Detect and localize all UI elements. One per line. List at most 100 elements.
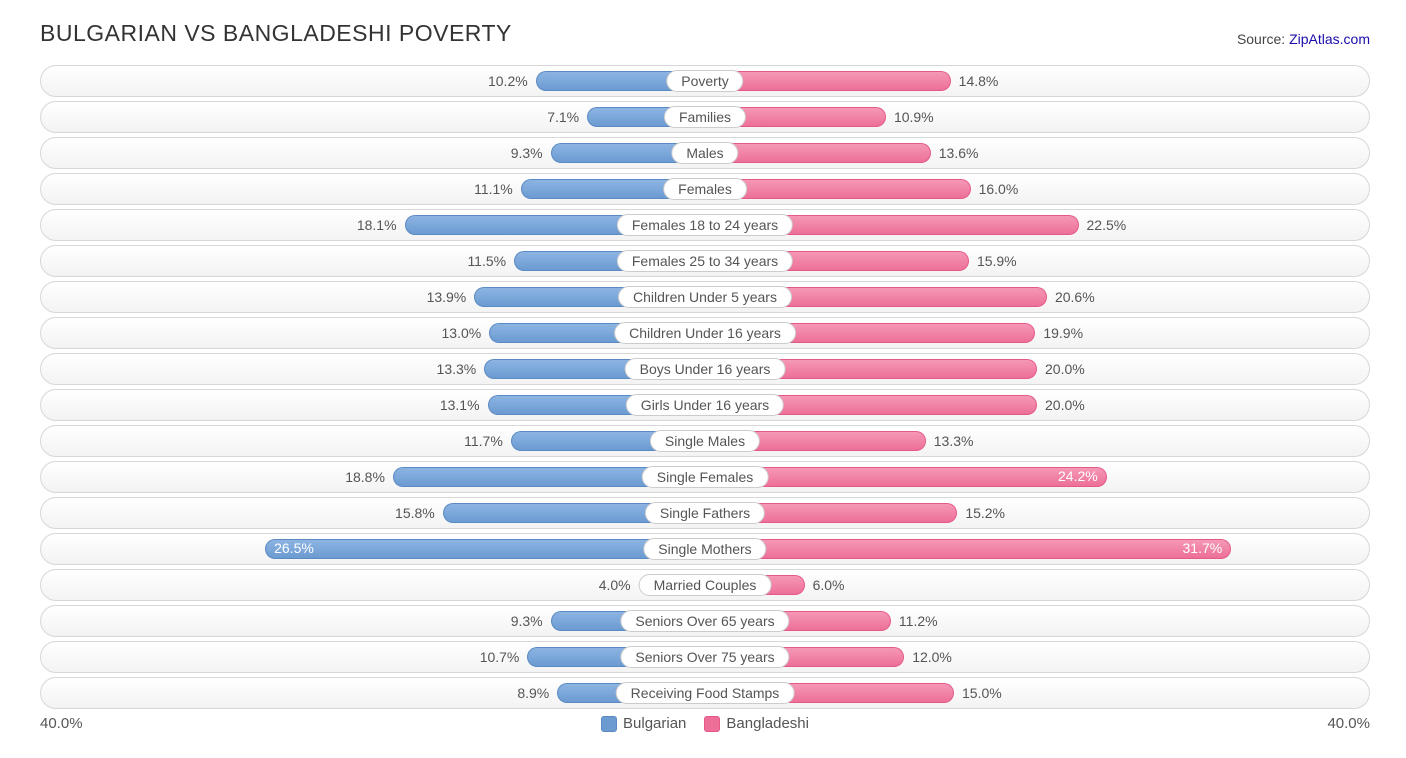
right-half: 6.0% [705,570,1369,600]
source-label: Source: ZipAtlas.com [1237,31,1370,47]
right-half: 20.0% [705,354,1369,384]
chart-row: 13.3% 20.0% Boys Under 16 years [40,353,1370,385]
left-half: 15.8% [41,498,705,528]
diverging-bar-chart: 10.2% 14.8% Poverty 7.1% 10.9% Families 9.3% 13… [40,65,1370,709]
left-value: 10.2% [488,73,528,89]
chart-row: 18.1%22.5%Females 18 to 24 years [40,209,1370,241]
row-label: Poverty [666,70,743,92]
right-half: 14.8% [705,66,1369,96]
left-half: 13.9% [41,282,705,312]
right-value: 22.5% [1087,217,1127,233]
left-half: 26.5% [41,534,705,564]
right-value: 6.0% [813,577,845,593]
right-half: 20.0% [705,390,1369,420]
left-half: 13.3% [41,354,705,384]
left-value: 18.8% [345,469,385,485]
source-link[interactable]: ZipAtlas.com [1289,31,1370,47]
left-value: 13.0% [442,325,482,341]
right-value: 15.0% [962,685,1002,701]
chart-row: 26.5%31.7%Single Mothers [40,533,1370,565]
source-prefix: Source: [1237,31,1289,47]
legend-label-left: Bulgarian [623,715,686,732]
left-value: 7.1% [547,109,579,125]
row-label: Seniors Over 75 years [620,646,789,668]
left-half: 9.3% [41,606,705,636]
axis-left-max: 40.0% [40,715,83,732]
legend-item-left: Bulgarian [601,715,686,732]
row-label: Families [664,106,746,128]
left-value: 13.9% [427,289,467,305]
right-half: 12.0% [705,642,1369,672]
left-half: 11.7% [41,426,705,456]
legend-item-right: Bangladeshi [704,715,809,732]
row-label: Females 18 to 24 years [617,214,793,236]
right-value: 16.0% [979,181,1019,197]
chart-row: 18.8% 24.2% Single Females [40,461,1370,493]
right-value: 24.2% [1058,468,1098,484]
right-value: 12.0% [912,649,952,665]
right-half: 11.2% [705,606,1369,636]
row-label: Seniors Over 65 years [620,610,789,632]
left-half: 11.5% [41,246,705,276]
row-label: Single Females [642,466,769,488]
right-value: 13.6% [939,145,979,161]
left-value: 15.8% [395,505,435,521]
right-value: 15.9% [977,253,1017,269]
left-value: 13.3% [437,361,477,377]
right-half: 13.6% [705,138,1369,168]
legend-swatch-right [704,716,720,732]
chart-row: 7.1% 10.9% Families [40,101,1370,133]
row-label: Single Males [650,430,760,452]
left-half: 7.1% [41,102,705,132]
right-bar [705,143,931,163]
right-value: 13.3% [934,433,974,449]
chart-row: 11.7% 13.3% Single Males [40,425,1370,457]
right-half: 22.5% [705,210,1369,240]
legend-swatch-left [601,716,617,732]
right-value: 15.2% [965,505,1005,521]
chart-row: 11.1% 16.0% Females [40,173,1370,205]
row-label: Receiving Food Stamps [616,682,795,704]
left-half: 8.9% [41,678,705,708]
right-half: 13.3% [705,426,1369,456]
left-value: 9.3% [511,613,543,629]
right-value: 11.2% [899,613,938,629]
chart-row: 11.5%15.9%Females 25 to 34 years [40,245,1370,277]
right-value: 20.0% [1045,361,1085,377]
left-value: 13.1% [440,397,480,413]
right-value: 20.6% [1055,289,1095,305]
chart-row: 13.0%19.9%Children Under 16 years [40,317,1370,349]
right-half: 15.2% [705,498,1369,528]
left-half: 10.2% [41,66,705,96]
right-half: 15.9% [705,246,1369,276]
right-half: 16.0% [705,174,1369,204]
right-half: 31.7% [705,534,1369,564]
chart-row: 10.7% 12.0% Seniors Over 75 years [40,641,1370,673]
right-half: 10.9% [705,102,1369,132]
chart-row: 10.2% 14.8% Poverty [40,65,1370,97]
row-label: Males [671,142,738,164]
right-value: 20.0% [1045,397,1085,413]
left-half: 13.0% [41,318,705,348]
right-half: 15.0% [705,678,1369,708]
left-value: 9.3% [511,145,543,161]
left-half: 10.7% [41,642,705,672]
row-label: Married Couples [639,574,772,596]
row-label: Children Under 16 years [614,322,796,344]
chart-row: 13.9%20.6%Children Under 5 years [40,281,1370,313]
chart-title: BULGARIAN VS BANGLADESHI POVERTY [40,20,512,47]
left-value: 8.9% [517,685,549,701]
row-label: Girls Under 16 years [626,394,784,416]
row-label: Single Mothers [643,538,766,560]
left-half: 4.0% [41,570,705,600]
left-half: 11.1% [41,174,705,204]
right-value: 10.9% [894,109,934,125]
left-value: 11.5% [467,253,506,269]
chart-row: 4.0% 6.0% Married Couples [40,569,1370,601]
row-label: Females [663,178,747,200]
right-half: 20.6% [705,282,1369,312]
row-label: Boys Under 16 years [625,358,786,380]
right-half: 24.2% [705,462,1369,492]
right-value: 14.8% [959,73,999,89]
left-value: 11.7% [464,433,503,449]
